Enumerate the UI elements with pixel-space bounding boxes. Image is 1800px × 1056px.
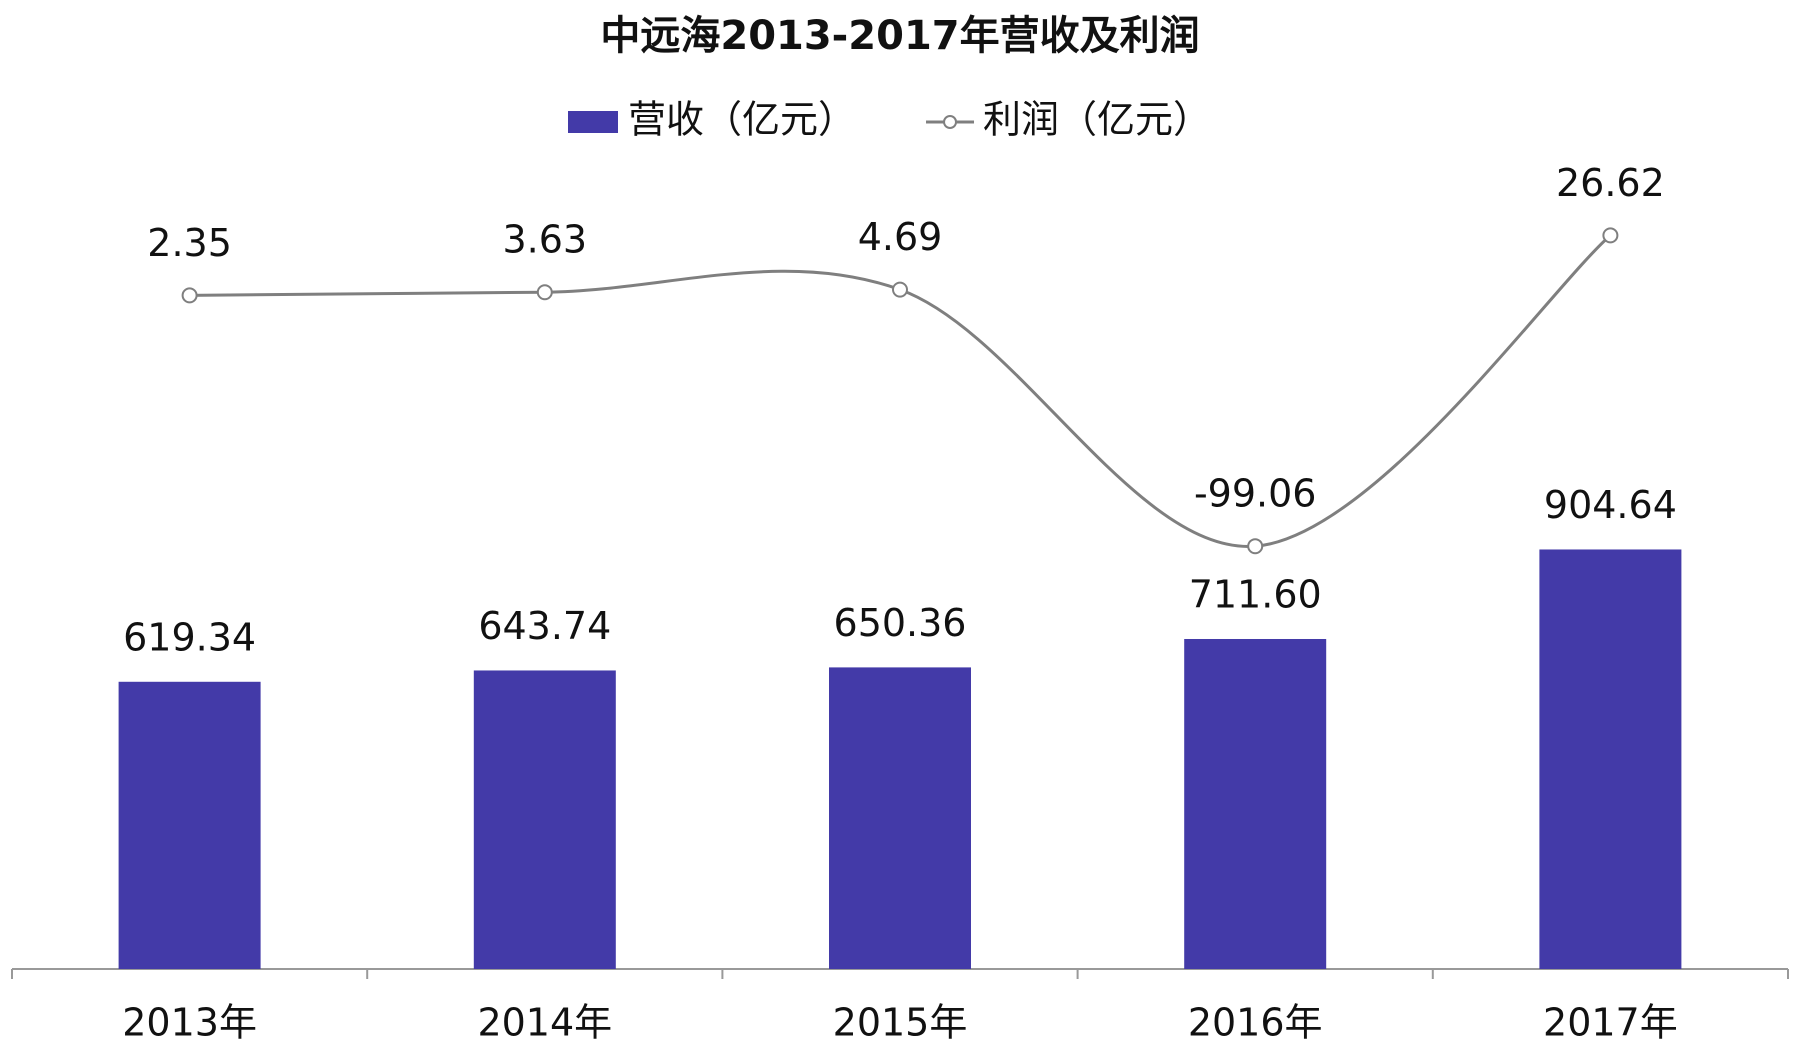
legend-label: 利润（亿元） xyxy=(983,98,1211,142)
line-marker xyxy=(536,284,553,301)
bar-value-label: 619.34 xyxy=(123,615,256,659)
line-value-label: 3.63 xyxy=(502,218,587,262)
bar xyxy=(1539,549,1682,969)
line-value-label: -99.06 xyxy=(1194,472,1317,516)
x-tick-label: 2013年 xyxy=(122,1001,257,1045)
bar xyxy=(118,681,261,969)
line-value-label: 4.69 xyxy=(858,215,943,259)
line-value-label: 2.35 xyxy=(147,221,232,265)
bar xyxy=(473,670,616,969)
x-tick-label: 2014年 xyxy=(477,1001,612,1045)
bar-value-label: 711.60 xyxy=(1189,572,1322,616)
line-marker xyxy=(181,287,198,304)
legend-marker xyxy=(943,115,958,129)
x-tick-label: 2017年 xyxy=(1543,1001,1678,1045)
line xyxy=(189,234,1612,548)
line-marker xyxy=(1247,538,1264,555)
bar xyxy=(829,667,971,969)
bar-value-label: 904.64 xyxy=(1544,483,1677,527)
x-tick-label: 2015年 xyxy=(833,1001,968,1045)
line-marker xyxy=(892,281,908,298)
legend-swatch xyxy=(568,111,618,133)
bar-value-label: 643.74 xyxy=(478,604,611,648)
bar-value-label: 650.36 xyxy=(834,601,967,645)
legend-label: 营收（亿元） xyxy=(628,98,856,142)
line-marker xyxy=(1602,227,1619,244)
chart-title: 中远海2013-2017年营收及利润 xyxy=(600,13,1199,59)
line-value-label: 26.62 xyxy=(1556,161,1665,205)
bar xyxy=(1184,638,1327,969)
x-tick-label: 2016年 xyxy=(1188,1001,1323,1045)
